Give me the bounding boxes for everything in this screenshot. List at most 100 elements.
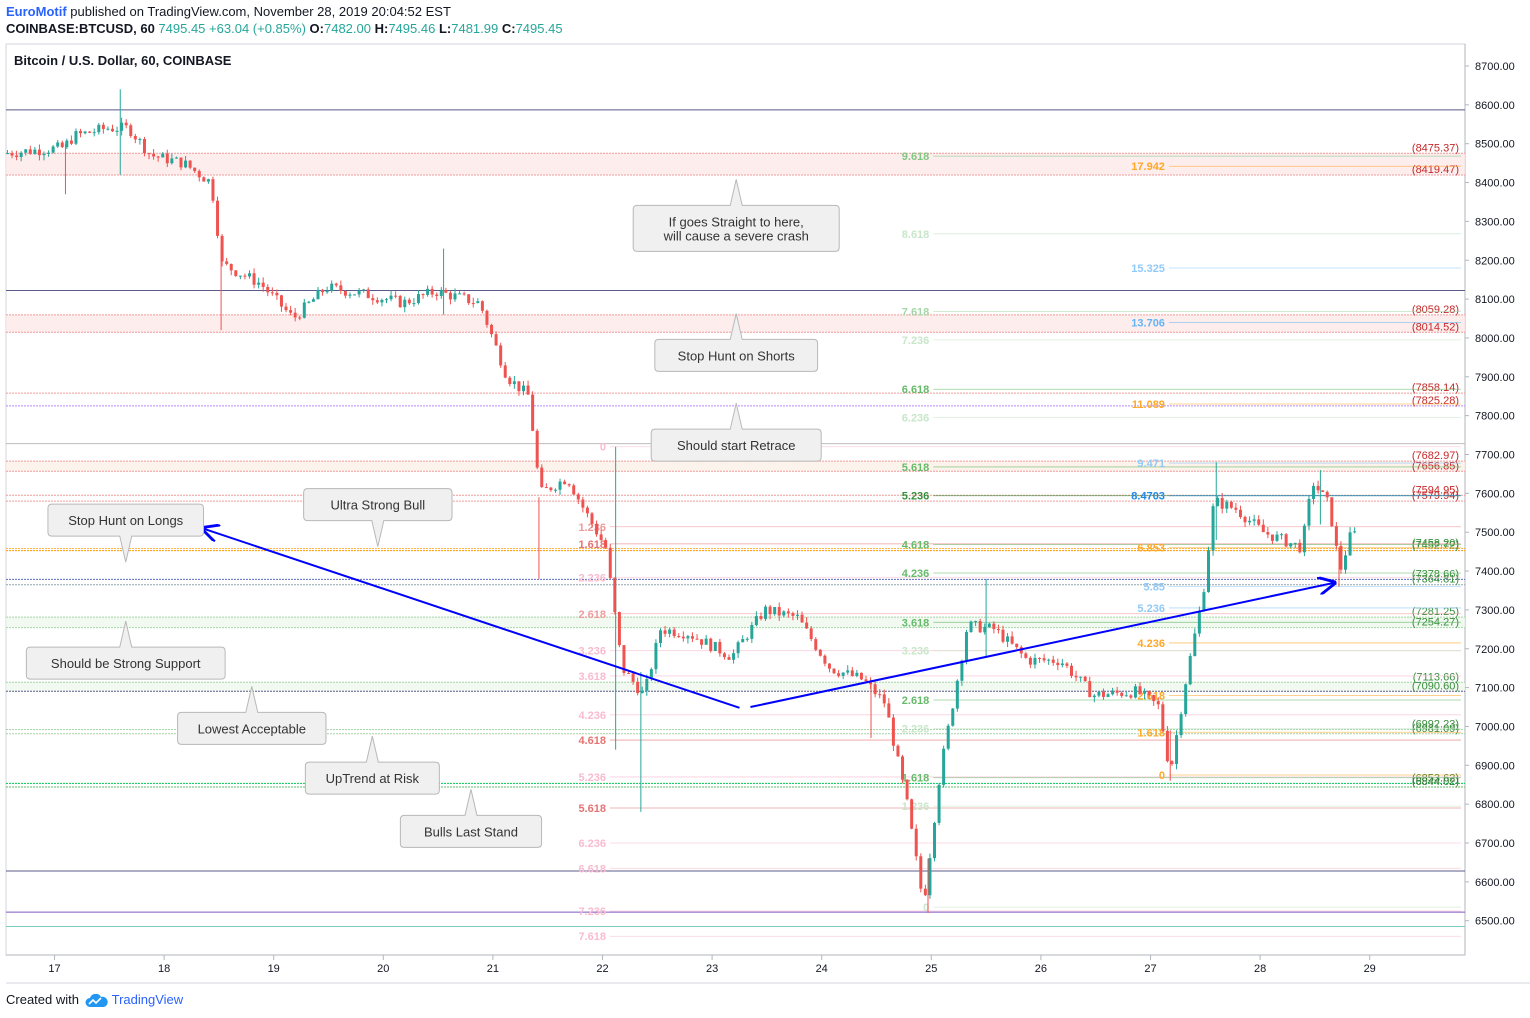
- candle-body: [1330, 497, 1334, 527]
- y-tick-label: 7900.00: [1475, 372, 1515, 384]
- candle-body: [512, 381, 516, 385]
- candle-body: [407, 299, 411, 304]
- candle-body: [298, 317, 302, 319]
- x-tick-label: 25: [925, 963, 937, 975]
- candle-body: [964, 632, 968, 661]
- candle-body: [211, 179, 215, 201]
- candle-body: [1179, 714, 1183, 736]
- candle-body: [814, 639, 818, 650]
- candle-body: [636, 681, 640, 694]
- callout[interactable]: Should be Strong Support: [25, 621, 226, 680]
- x-tick-label: 20: [377, 963, 389, 975]
- candle-body: [1284, 534, 1288, 547]
- callout-bubble: [632, 179, 840, 252]
- candle-body: [553, 489, 557, 491]
- candle-body: [754, 616, 758, 626]
- candle-body: [394, 295, 398, 297]
- y-tick-label: 8700.00: [1475, 61, 1515, 73]
- fib-level-label: 7.236: [578, 906, 606, 918]
- candle-body: [1120, 692, 1124, 696]
- candle-body: [782, 611, 786, 616]
- y-tick-label: 8400.00: [1475, 178, 1515, 190]
- candle-body: [1001, 629, 1005, 642]
- candle-body: [330, 283, 334, 291]
- candle-body: [79, 131, 83, 134]
- y-tick-label: 7400.00: [1475, 566, 1515, 578]
- fib-level-label: 4.236: [902, 568, 930, 580]
- candle-body: [1060, 663, 1064, 666]
- candle-body: [640, 690, 644, 694]
- candle-body: [649, 669, 653, 679]
- candle-body: [855, 672, 859, 676]
- candle-body: [101, 124, 105, 130]
- candle-body: [184, 160, 188, 168]
- level-zone: [6, 617, 1465, 628]
- candle-body: [864, 679, 868, 682]
- tradingview-link[interactable]: TradingView: [111, 992, 184, 1007]
- level-value-label: (8419.47): [1412, 164, 1459, 176]
- candle-body: [421, 294, 425, 296]
- fib-level-label: 6.236: [578, 838, 606, 850]
- candle-body: [535, 430, 539, 468]
- candle-body: [750, 625, 754, 639]
- candle-body: [435, 294, 439, 296]
- callout[interactable]: Ultra Strong Bull: [303, 488, 453, 547]
- candle-body: [220, 235, 224, 262]
- candle-body: [334, 283, 338, 286]
- callout[interactable]: Stop Hunt on Shorts: [654, 313, 819, 372]
- candle-body: [371, 298, 375, 301]
- candle-body: [1092, 695, 1096, 698]
- candle-body: [1024, 653, 1028, 658]
- candle-body: [882, 694, 886, 704]
- candle-body: [1216, 497, 1220, 507]
- candle-body: [1033, 657, 1037, 665]
- candle-body: [818, 649, 822, 656]
- x-tick-label: 26: [1035, 963, 1047, 975]
- author-link[interactable]: EuroMotif: [6, 4, 67, 19]
- candle-body: [325, 290, 329, 293]
- candle-body: [663, 630, 667, 634]
- candle-body: [978, 621, 982, 633]
- candle-body: [576, 494, 580, 500]
- level-value-label: (7452.72): [1412, 540, 1459, 552]
- candle-body: [736, 642, 740, 654]
- candle-body: [343, 291, 347, 296]
- fib-level-label: 8.4703: [1131, 491, 1165, 503]
- candle-body: [1353, 531, 1357, 533]
- candle-body: [572, 485, 576, 495]
- candle-body: [366, 289, 370, 299]
- candle-body: [837, 673, 841, 676]
- callout[interactable]: Lowest Acceptable: [177, 686, 327, 745]
- candle-body: [1280, 534, 1284, 536]
- published-text: published on TradingView.com, November 2…: [70, 4, 451, 19]
- candle-body: [69, 140, 73, 144]
- candle-body: [357, 290, 361, 295]
- callout[interactable]: Bulls Last Stand: [399, 789, 543, 848]
- callout[interactable]: Stop Hunt on Longs: [47, 503, 205, 563]
- candle-body: [1193, 633, 1197, 656]
- downtrend-arrow[interactable]: [202, 528, 740, 709]
- level-value-label: (8475.37): [1412, 142, 1459, 154]
- candle-body: [521, 385, 525, 392]
- candle-body: [448, 292, 452, 300]
- candle-body: [165, 153, 169, 164]
- candle-body: [1348, 532, 1352, 556]
- candle-body: [398, 296, 402, 308]
- candle-body: [243, 275, 247, 277]
- fib-level-label: 6.853: [1137, 543, 1165, 555]
- candle-body: [15, 155, 19, 157]
- uptrend-arrow[interactable]: [750, 583, 1334, 709]
- level-zone: [6, 682, 1465, 692]
- candle-body: [115, 130, 119, 132]
- callout[interactable]: UpTrend at Risk: [304, 736, 440, 795]
- candle-body: [471, 303, 475, 305]
- candle-body: [631, 673, 635, 682]
- candle-body: [905, 779, 909, 800]
- candle-body: [1197, 610, 1201, 634]
- candle-body: [403, 299, 407, 308]
- candle-body: [1028, 657, 1032, 665]
- candle-body: [741, 639, 745, 643]
- callout[interactable]: If goes Straight to here,will cause a se…: [632, 179, 840, 252]
- callout[interactable]: Should start Retrace: [650, 403, 822, 462]
